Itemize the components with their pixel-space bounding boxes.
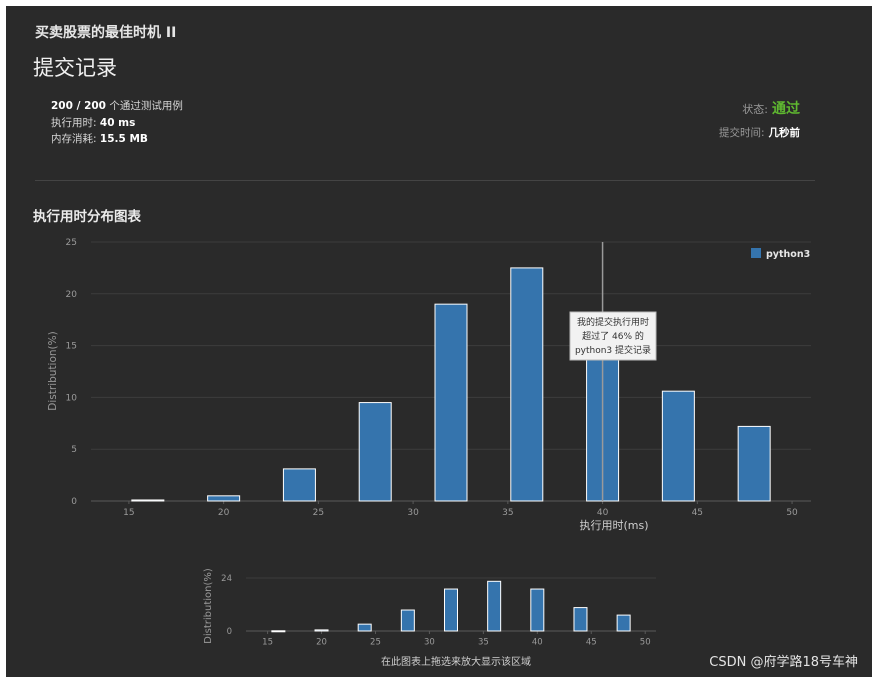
x-tick-label: 20 [218,508,230,518]
memory-value: 15.5 MB [99,133,148,145]
annotation-text: 我的提交执行用时 [577,316,649,328]
x-tick-label: 35 [478,638,489,648]
memory-label: 内存消耗: [51,133,97,145]
x-axis-label: 执行用时(ms) [579,518,648,532]
annotation-text: 超过了 46% 的 [582,330,644,342]
divider [35,180,815,181]
x-tick-label: 45 [692,508,703,518]
bar [434,303,468,502]
status-label: 状态: [742,103,768,116]
y-tick-label: 15 [66,342,77,352]
legend-label-python3: python3 [766,249,810,260]
bar [271,630,286,633]
chart-section-title: 执行用时分布图表 [33,209,141,225]
x-tick-label: 25 [370,638,381,648]
x-tick-label: 35 [502,508,513,518]
legend-swatch [751,248,761,258]
bar [616,614,631,632]
status-line: 状态: 通过 [742,98,800,118]
bar [444,588,458,632]
status-value: 通过 [772,101,800,117]
bar [530,588,545,632]
x-tick-label: 40 [532,638,543,648]
tests-passed-line: 200 / 200 个通过测试用例 [51,98,183,113]
x-tick-label: 30 [424,638,435,648]
overview-caption: 在此图表上拖选来放大显示该区域 [381,655,531,668]
runtime-distribution-chart[interactable]: 0 5 10 15 20 25 15 20 25 30 35 40 45 50 执行用时(ms) Distri… [6,226,872,536]
bar [661,390,695,502]
bar [573,607,588,632]
submission-panel: 买卖股票的最佳时机 II 提交记录 200 / 200 个通过测试用例 执行用时… [6,6,872,677]
x-tick-label: 25 [313,508,324,518]
y-tick-label: 5 [71,445,77,455]
y-tick-label: 0 [227,627,232,637]
y-axis-label: Distribution(%) [47,331,59,410]
overview-zoom-chart[interactable]: 0 24 15 20 25 30 35 40 45 50 Distribution(%) 在此图表上拖… [6,558,872,668]
runtime-line: 执行用时: 40 ms [51,115,135,130]
bar [487,580,502,632]
bar [737,425,771,502]
annotation-box [569,311,657,361]
x-tick-label: 15 [262,638,273,648]
x-tick-label: 30 [407,508,419,518]
runtime-value: 40 ms [99,117,136,129]
x-tick-label: 45 [586,638,597,648]
bar [207,495,241,502]
memory-line: 内存消耗: 15.5 MB [51,131,148,146]
x-tick-label: 50 [786,508,798,518]
y-tick-label: 10 [66,393,78,403]
runtime-label: 执行用时: [51,117,97,129]
x-tick-label: 40 [597,508,609,518]
y-tick-label: 0 [71,497,77,507]
bar [357,623,372,632]
y-tick-label: 24 [221,574,232,584]
x-tick-label: 15 [123,508,134,518]
x-tick-label: 20 [316,638,327,648]
tests-passed-count: 200 / 200 [51,100,106,112]
annotation-text: python3 提交记录 [575,344,651,356]
page-title: 提交记录 [33,56,117,80]
bar [314,629,329,632]
bar [358,402,392,502]
y-tick-label: 25 [66,238,77,248]
y-tick-label: 20 [66,290,78,300]
csdn-watermark: CSDN @府学路18号车神 [709,655,858,670]
problem-title[interactable]: 买卖股票的最佳时机 II [35,25,177,41]
submit-time-line: 提交时间: 几秒前 [719,125,800,140]
submit-time-label: 提交时间: [718,127,765,139]
tests-passed-suffix: 个通过测试用例 [109,100,183,112]
x-tick-label: 50 [640,638,651,648]
overview-y-axis-label: Distribution(%) [203,568,214,644]
submit-time-value: 几秒前 [768,127,801,139]
bar [400,609,415,632]
bar [510,267,544,502]
bar [131,499,165,502]
bar [282,468,316,502]
